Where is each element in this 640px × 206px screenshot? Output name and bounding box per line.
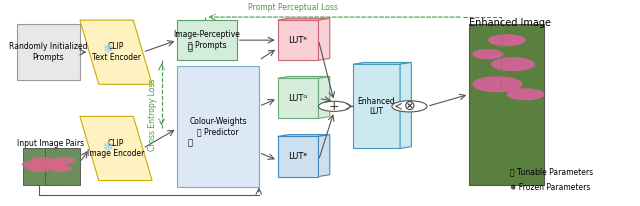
Text: 🔥 Tunable Parameters: 🔥 Tunable Parameters: [510, 167, 593, 176]
Text: Randomly Initialized
Prompts: Randomly Initialized Prompts: [10, 42, 88, 62]
Text: Colour-Weights
🔥 Predictor: Colour-Weights 🔥 Predictor: [189, 117, 247, 136]
Polygon shape: [80, 20, 152, 84]
Polygon shape: [319, 76, 330, 118]
FancyBboxPatch shape: [45, 149, 80, 185]
Circle shape: [319, 101, 350, 111]
Circle shape: [507, 88, 545, 100]
Polygon shape: [278, 135, 330, 136]
Text: 🔥: 🔥: [188, 138, 192, 147]
Text: LUTᴮ: LUTᴮ: [289, 152, 308, 161]
Circle shape: [392, 101, 427, 112]
FancyBboxPatch shape: [177, 20, 237, 60]
Polygon shape: [353, 64, 400, 149]
FancyBboxPatch shape: [24, 149, 58, 185]
Circle shape: [22, 161, 44, 168]
Polygon shape: [278, 20, 319, 60]
Text: LUTᴿ: LUTᴿ: [289, 36, 308, 45]
Text: CLIP
Image Encoder: CLIP Image Encoder: [87, 139, 145, 158]
Circle shape: [488, 34, 525, 46]
Text: LUTᴳ: LUTᴳ: [289, 94, 308, 103]
FancyBboxPatch shape: [177, 66, 259, 187]
Text: Prompt Perceptual Loss: Prompt Perceptual Loss: [248, 3, 339, 12]
Text: ❄: ❄: [103, 141, 113, 154]
Text: ❄: ❄: [103, 43, 113, 56]
Polygon shape: [353, 62, 412, 64]
Circle shape: [53, 157, 76, 164]
Text: Image-Perceptive
🔥 Prompts: Image-Perceptive 🔥 Prompts: [173, 30, 241, 50]
Polygon shape: [278, 18, 330, 20]
Circle shape: [28, 165, 51, 172]
Polygon shape: [80, 116, 152, 180]
Circle shape: [44, 161, 66, 168]
FancyBboxPatch shape: [24, 149, 58, 185]
Polygon shape: [278, 76, 330, 78]
Circle shape: [50, 165, 72, 172]
Text: 🔥: 🔥: [188, 44, 192, 53]
FancyBboxPatch shape: [17, 24, 80, 80]
Text: ⊗: ⊗: [404, 99, 415, 113]
FancyBboxPatch shape: [469, 24, 545, 185]
Polygon shape: [278, 136, 319, 177]
Polygon shape: [278, 78, 319, 118]
Polygon shape: [400, 62, 412, 149]
Polygon shape: [319, 135, 330, 177]
Text: ❅ Frozen Parameters: ❅ Frozen Parameters: [510, 183, 590, 192]
Text: Enhanced
LUT: Enhanced LUT: [358, 97, 396, 116]
Text: Enhanced Image: Enhanced Image: [469, 18, 551, 28]
Circle shape: [472, 76, 522, 92]
Text: CLIP
Text Encoder: CLIP Text Encoder: [92, 42, 141, 62]
Text: +: +: [329, 100, 339, 113]
Polygon shape: [319, 18, 330, 60]
Circle shape: [31, 157, 54, 164]
Text: Cross Entropy Loss: Cross Entropy Loss: [148, 78, 157, 151]
Circle shape: [491, 57, 535, 71]
Text: Input Image Pairs: Input Image Pairs: [17, 139, 84, 149]
FancyBboxPatch shape: [45, 149, 80, 185]
Circle shape: [472, 49, 504, 59]
